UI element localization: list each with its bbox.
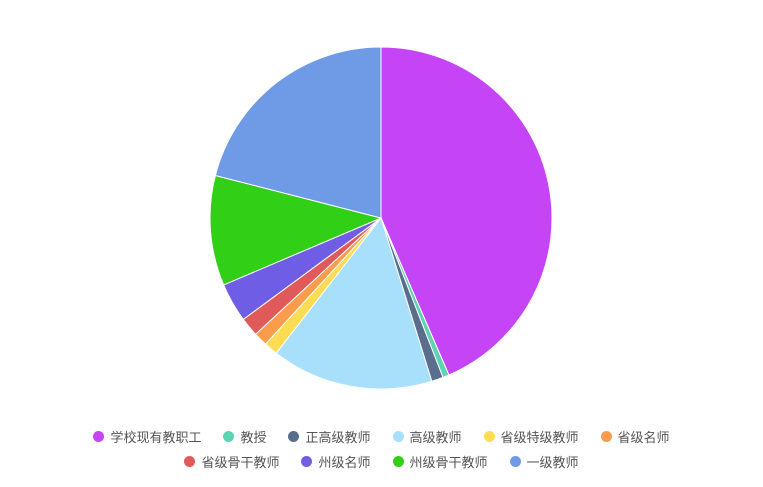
legend-item[interactable]: 教授 xyxy=(223,427,266,446)
legend-item[interactable]: 省级名师 xyxy=(600,427,670,446)
legend-label: 省级骨干教师 xyxy=(201,456,280,471)
legend-marker xyxy=(509,456,521,467)
legend-label: 正高级教师 xyxy=(305,431,371,446)
legend-label: 省级特级教师 xyxy=(500,431,579,446)
legend-label: 省级名师 xyxy=(617,431,670,446)
legend-marker xyxy=(288,431,300,442)
legend-item[interactable]: 正高级教师 xyxy=(288,427,371,446)
pie-slice-3[interactable] xyxy=(275,216,433,390)
legend-marker xyxy=(483,431,495,442)
legend-label: 一级教师 xyxy=(526,456,579,471)
pie-plot xyxy=(209,46,553,390)
legend-label: 学校现有教职工 xyxy=(110,431,202,446)
legend-item[interactable]: 省级特级教师 xyxy=(483,427,579,446)
legend-marker xyxy=(392,431,404,442)
pie-slice-8[interactable] xyxy=(209,174,383,286)
legend-marker xyxy=(600,431,612,442)
legend-marker xyxy=(392,456,404,467)
legend: 学校现有教职工 教授 正高级教师 高级教师 省级特级教师 省级名师省级骨干教师 州级名师 州级… xyxy=(0,427,763,471)
legend-item[interactable]: 学校现有教职工 xyxy=(93,427,201,446)
legend-item[interactable]: 一级教师 xyxy=(509,452,579,471)
pie-slice-0[interactable] xyxy=(380,46,553,376)
legend-item[interactable]: 州级骨干教师 xyxy=(392,452,488,471)
legend-item[interactable]: 州级名师 xyxy=(301,452,371,471)
legend-label: 州级骨干教师 xyxy=(409,456,488,471)
legend-label: 教授 xyxy=(240,431,267,446)
legend-label: 州级名师 xyxy=(318,456,371,471)
legend-marker xyxy=(184,456,196,467)
legend-row: 学校现有教职工 教授 正高级教师 高级教师 省级特级教师 省级名师 xyxy=(93,427,670,446)
legend-row: 省级骨干教师 州级名师 州级骨干教师 一级教师 xyxy=(184,452,579,471)
legend-item[interactable]: 高级教师 xyxy=(392,427,462,446)
legend-marker xyxy=(93,431,105,442)
legend-marker xyxy=(301,456,313,467)
legend-marker xyxy=(223,431,235,442)
pie-slice-9[interactable] xyxy=(214,46,382,219)
legend-item[interactable]: 省级骨干教师 xyxy=(184,452,279,471)
legend-label: 高级教师 xyxy=(409,431,462,446)
